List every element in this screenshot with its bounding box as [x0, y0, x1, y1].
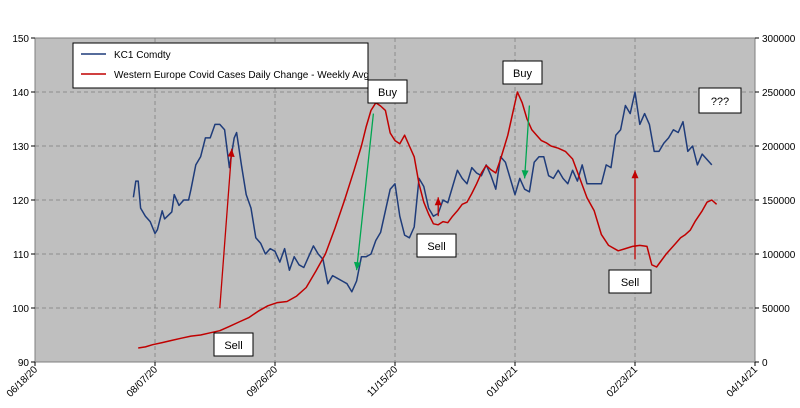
annotation-text: Sell: [621, 277, 639, 289]
y-left-tick-label: 120: [12, 196, 29, 207]
legend: KC1 Comdty Western Europe Covid Cases Da…: [72, 42, 369, 89]
y-right-tick-label: 150000: [762, 196, 796, 207]
grid-lines: [35, 38, 755, 362]
x-tick-label: 06/18/20: [5, 364, 41, 400]
x-axis: 06/18/20 08/07/20 09/26/20 11/15/20 01/04/21…: [5, 362, 761, 400]
x-tick-label: 11/15/20: [365, 364, 400, 399]
y-left-tick-label: 150: [12, 34, 29, 45]
annotation-arrows: [219, 105, 639, 309]
annotation-box: [367, 79, 408, 104]
arrow-head: [353, 261, 361, 271]
y-left-tick-label: 140: [12, 88, 29, 99]
annotation-text: Sell: [224, 340, 242, 352]
arrow-shaft: [523, 105, 531, 179]
y-right-tick-label: 100000: [762, 250, 796, 261]
legend-box: [72, 42, 369, 89]
y-right-tick-label: 300000: [762, 34, 796, 45]
annotation-box: [502, 60, 543, 85]
y-right-tick-label: 250000: [762, 88, 796, 99]
arrow-head: [631, 170, 639, 179]
annotation-box: [698, 87, 742, 114]
legend-label-kc1: KC1 Comdty: [114, 50, 171, 61]
y-right-tick-label: 200000: [762, 142, 796, 153]
x-tick-label: 02/23/21: [605, 364, 641, 400]
annotation-text: Buy: [513, 68, 532, 80]
x-tick-label: 01/04/21: [485, 364, 521, 400]
y-right-tick-label: 50000: [762, 304, 790, 315]
y-right-tick-label: 0: [762, 358, 768, 369]
series-line-kc1: [132, 91, 713, 293]
annotation-sell-1: Sell: [213, 332, 254, 357]
y-axis-right: 0 50000 100000 150000 200000 250000 300000: [755, 34, 796, 369]
legend-label-covid: Western Europe Covid Cases Daily Change …: [114, 70, 369, 81]
arrow-head: [434, 197, 442, 206]
annotation-text: Buy: [378, 87, 397, 99]
annotation-buy-2: Buy: [502, 60, 543, 85]
arrow-head: [521, 170, 529, 179]
x-tick-label: 09/26/20: [245, 364, 281, 400]
annotation-text: Sell: [427, 241, 445, 253]
arrow-head: [227, 148, 235, 157]
x-tick-label: 04/14/21: [725, 364, 761, 400]
arrow-shaft: [355, 113, 375, 271]
y-left-tick-label: 100: [12, 304, 29, 315]
y-left-tick-label: 110: [13, 250, 29, 261]
x-tick-label: 08/07/20: [125, 364, 161, 400]
arrow-shaft: [219, 148, 233, 309]
annotation-box: [213, 332, 254, 357]
annotation-box: [416, 233, 457, 258]
y-left-tick-label: 130: [12, 142, 29, 153]
annotation-question: ???: [698, 87, 742, 114]
y-axis-left: 90 100 110 120 130 140 150: [12, 34, 35, 369]
series-line-covid: [138, 91, 718, 349]
annotation-buy-1: Buy: [367, 79, 408, 104]
annotation-box: [608, 269, 652, 294]
annotation-sell-3: Sell: [608, 269, 652, 294]
y-left-tick-label: 90: [18, 358, 30, 369]
series-lines: [132, 91, 718, 349]
annotation-text: ???: [711, 96, 729, 108]
annotation-sell-2: Sell: [416, 233, 457, 258]
